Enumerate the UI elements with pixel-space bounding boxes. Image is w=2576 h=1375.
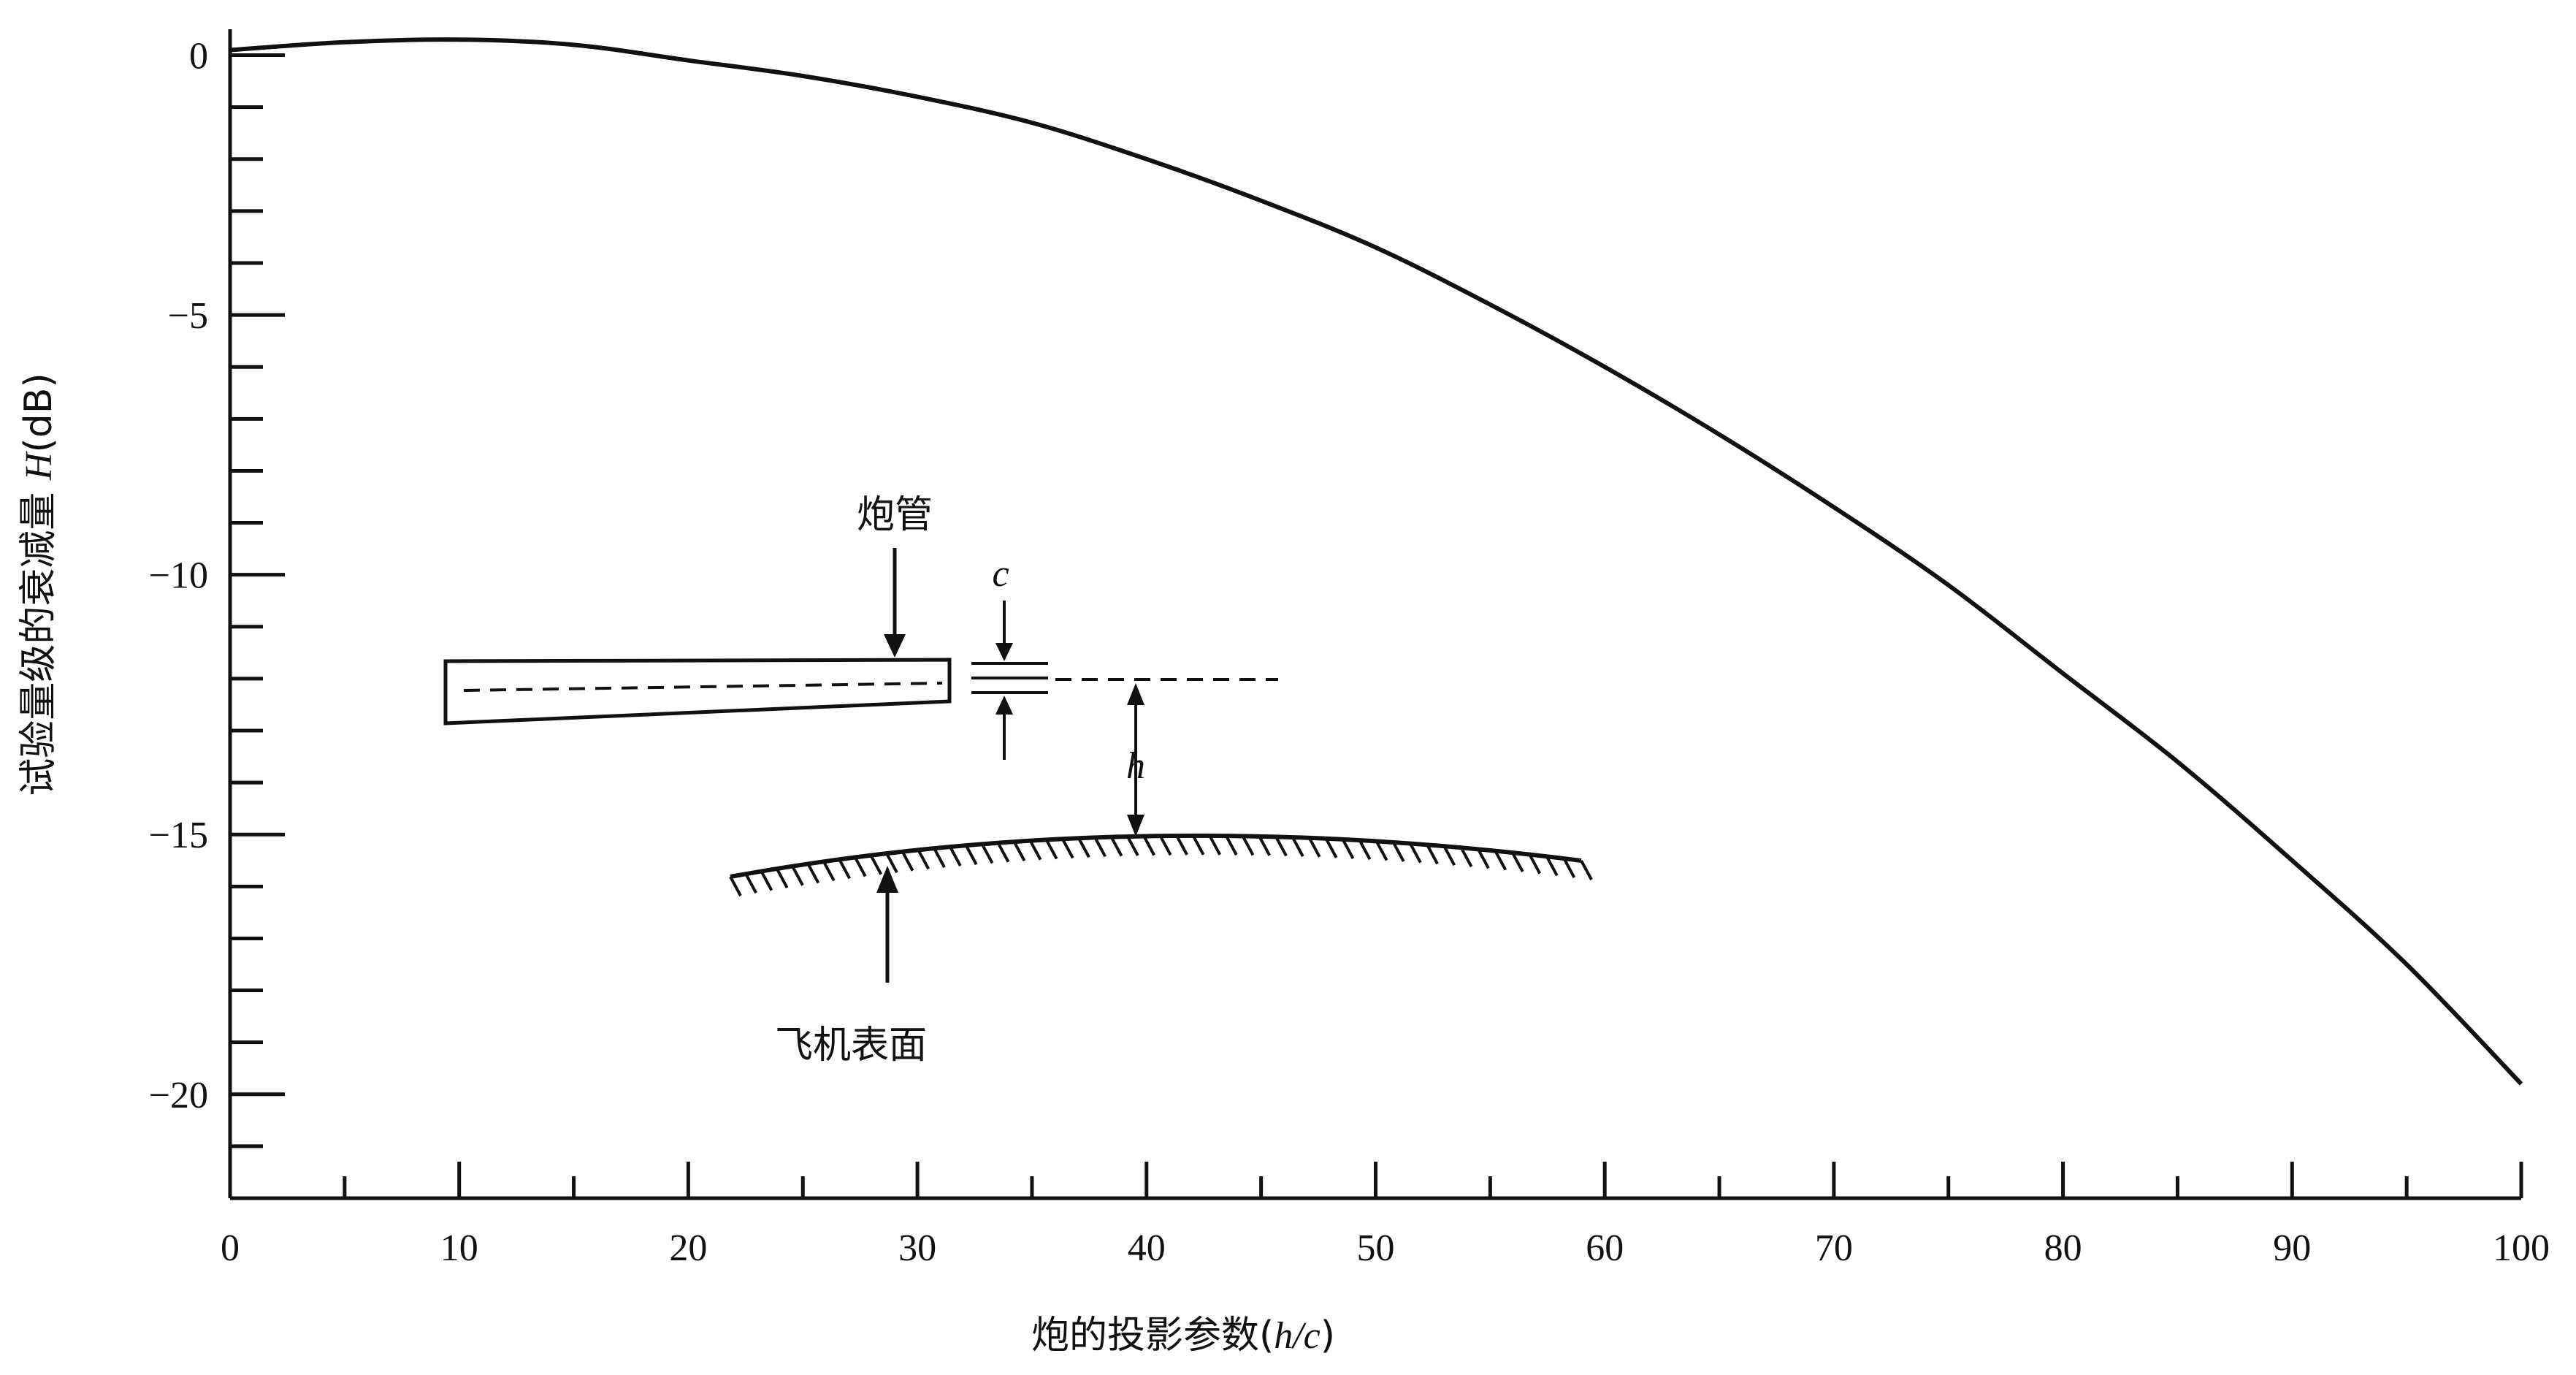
ticks [228, 53, 2523, 1200]
hatch-mark [822, 861, 836, 882]
x-tick-label: 10 [440, 1227, 478, 1269]
caliber-arrowhead-bottom [995, 696, 1013, 715]
tick-labels: 0 10 20 30 40 50 60 70 80 90 100 0 −5 −10 −15 −20 [149, 36, 2550, 1269]
hatch-mark [1580, 860, 1593, 880]
caliber-dimension [971, 601, 1048, 760]
x-tick-label: 80 [2044, 1227, 2082, 1269]
hatch-mark [1307, 837, 1321, 858]
inset-diagram: 炮管 c h 飞机表面 [443, 493, 1593, 1067]
hatch-mark [1061, 838, 1074, 859]
x-tick-label: 50 [1357, 1227, 1395, 1269]
gun-barrel-body [443, 658, 952, 725]
hatch-mark [1158, 835, 1172, 856]
y-tick-label: 0 [189, 36, 208, 77]
aircraft-surface-arrowhead [876, 866, 898, 893]
y-tick-label: −10 [149, 555, 208, 597]
caliber-label: c [992, 553, 1009, 595]
hatch-mark [854, 856, 867, 877]
aircraft-surface-label: 飞机表面 [775, 1024, 927, 1067]
hatch-mark [1142, 835, 1156, 856]
hatch-mark [1358, 839, 1372, 861]
hatch-mark [1093, 837, 1107, 858]
hatch-mark [1109, 836, 1123, 857]
hatch-mark [775, 868, 789, 889]
hatch-mark [1208, 834, 1222, 856]
y-axis-title: 试验量级的衰减量 H(dB) [17, 373, 61, 796]
hatch-mark [1291, 837, 1304, 857]
hatch-mark [1477, 848, 1490, 869]
x-axis-title: 炮的投影参数(h/c) [1031, 1314, 1335, 1357]
hatch-mark [1324, 837, 1338, 858]
hatch-mark [1274, 836, 1288, 857]
hatch-mark [760, 870, 773, 891]
hatch-mark [1391, 842, 1405, 862]
hatch-mark [729, 876, 742, 896]
y-tick-label: −5 [168, 295, 208, 337]
hatch-mark [806, 863, 820, 884]
hatch-mark [744, 873, 757, 894]
y-tick-label: −15 [149, 815, 208, 856]
hatch-mark [1012, 841, 1026, 862]
hatch-mark [869, 854, 883, 875]
series-line [229, 37, 2523, 1086]
x-tick-label: 70 [1815, 1227, 1853, 1269]
hatch-mark [1028, 839, 1042, 861]
hatch-mark [1126, 836, 1139, 856]
x-tick-label: 20 [669, 1227, 707, 1269]
caliber-arrowhead-top [995, 643, 1013, 661]
y-tick-label: −20 [149, 1075, 208, 1116]
hatch-mark [1528, 853, 1542, 875]
x-tick-label: 100 [2493, 1227, 2550, 1269]
height-arrowhead-top [1127, 683, 1144, 705]
x-tick-label: 40 [1128, 1227, 1166, 1269]
hatch-mark [1341, 838, 1355, 859]
hatch-mark [980, 843, 994, 864]
aircraft-surface-hatching [729, 834, 1593, 896]
hatch-mark [1258, 835, 1272, 856]
x-tick-label: 30 [898, 1227, 936, 1269]
hatch-mark [949, 846, 962, 867]
hatch-mark [1545, 856, 1559, 877]
height-label: h [1126, 745, 1145, 787]
axes [228, 29, 2521, 1200]
aircraft-surface-curve [730, 833, 1582, 879]
gun-barrel [443, 658, 952, 725]
hatch-mark [1442, 845, 1456, 866]
hatch-mark [933, 848, 946, 869]
hatch-mark [917, 849, 930, 870]
hatch-mark [964, 845, 978, 866]
hatch-mark [1241, 835, 1255, 856]
hatch-mark [1191, 834, 1205, 856]
height-dimension [1127, 683, 1144, 837]
hatch-mark [1562, 858, 1576, 879]
gun-barrel-label: 炮管 [857, 493, 933, 537]
x-tick-label: 0 [221, 1227, 240, 1269]
hatch-mark [1077, 837, 1090, 858]
hatch-mark [1409, 842, 1422, 864]
hatch-mark [901, 850, 914, 872]
hatch-mark [1511, 852, 1524, 873]
hatch-mark [1459, 847, 1473, 868]
aircraft-surface [729, 833, 1593, 896]
hatch-mark [1375, 840, 1388, 861]
hatch-mark [791, 865, 804, 886]
hatch-mark [1044, 839, 1058, 860]
hatch-mark [1426, 844, 1439, 865]
hatch-mark [1494, 850, 1507, 871]
gun-barrel-arrowhead [884, 634, 906, 658]
hatch-mark [838, 858, 852, 880]
hatch-mark [1225, 835, 1238, 856]
height-arrowhead-bottom [1127, 815, 1144, 837]
barrel-centerline [463, 682, 943, 692]
x-tick-label: 60 [1586, 1227, 1624, 1269]
hatch-mark [1175, 834, 1188, 856]
hatch-mark [996, 842, 1010, 863]
hatch-mark [885, 853, 898, 874]
x-tick-label: 90 [2273, 1227, 2311, 1269]
